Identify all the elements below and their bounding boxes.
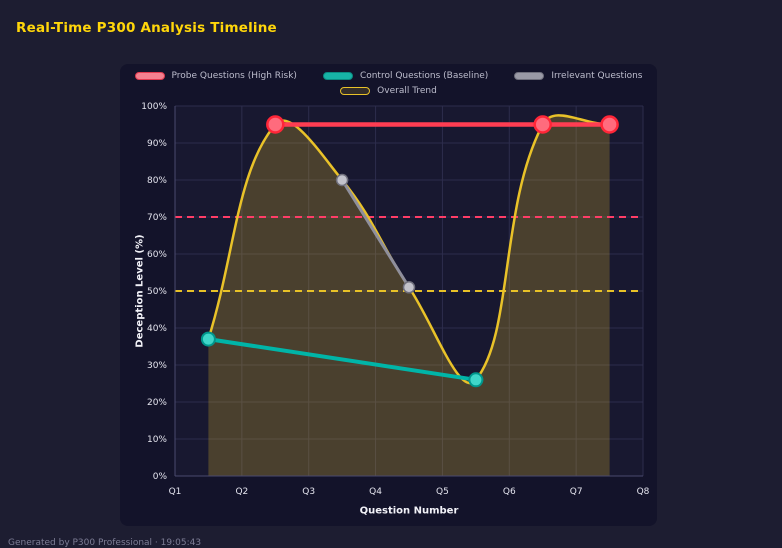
- legend-item-trend[interactable]: Overall Trend: [340, 86, 437, 96]
- y-tick-label: 80%: [147, 176, 167, 186]
- legend-label: Control Questions (Baseline): [359, 71, 489, 81]
- point-probe-1[interactable]: [533, 115, 552, 134]
- legend-label: Probe Questions (High Risk): [171, 71, 297, 81]
- y-tick-label: 50%: [147, 287, 167, 297]
- x-tick-label: Q6: [503, 487, 516, 497]
- legend-row: Probe Questions (High Risk) Control Quest…: [120, 71, 657, 81]
- x-tick-label: Q7: [570, 487, 583, 497]
- legend-item-control[interactable]: Control Questions (Baseline): [322, 71, 489, 81]
- footer-note: Generated by P300 Professional · 19:05:4…: [8, 538, 202, 548]
- legend-marker-irrelevant: [514, 72, 545, 80]
- x-axis-label: Question Number: [359, 505, 459, 517]
- y-tick-label: 70%: [147, 213, 167, 223]
- y-axis-label: Deception Level (%): [134, 234, 146, 348]
- legend-item-irrelevant[interactable]: Irrelevant Questions: [514, 71, 642, 81]
- series-line-irrelevant: [340, 178, 411, 289]
- y-tick-label: 100%: [141, 102, 167, 112]
- point-irrelevant-0[interactable]: [335, 173, 349, 187]
- y-tick-label: 40%: [147, 324, 167, 334]
- legend-marker-probe: [134, 72, 165, 80]
- y-tick-label: 20%: [147, 398, 167, 408]
- legend-marker-trend: [340, 87, 371, 95]
- legend-label: Irrelevant Questions: [551, 71, 643, 81]
- point-probe-2[interactable]: [600, 115, 619, 134]
- y-tick-label: 90%: [147, 139, 167, 149]
- chart-panel: 0% 10% 20% 30% 40% 50% 60% 70% 80% 90% 100% Q1 Q2 Q3 Q…: [120, 64, 657, 526]
- point-probe-0[interactable]: [266, 115, 285, 134]
- series-line-control: [206, 337, 478, 382]
- point-control-0[interactable]: [200, 331, 216, 347]
- y-tick-label: 10%: [147, 435, 167, 445]
- x-tick-label: Q2: [235, 487, 248, 497]
- legend-row: Overall Trend: [120, 86, 657, 96]
- legend-label: Overall Trend: [377, 86, 437, 96]
- legend-marker-control: [322, 72, 353, 80]
- legend-item-probe[interactable]: Probe Questions (High Risk): [134, 71, 297, 81]
- trend-area: [208, 115, 610, 476]
- x-tick-label: Q8: [637, 487, 650, 497]
- timeline-chart: 0% 10% 20% 30% 40% 50% 60% 70% 80% 90% 100% Q1 Q2 Q3 Q…: [141, 102, 650, 497]
- x-tick-label: Q5: [436, 487, 449, 497]
- point-irrelevant-1[interactable]: [402, 281, 416, 294]
- x-tick-label: Q3: [302, 487, 315, 497]
- page-title: Real-Time P300 Analysis Timeline: [16, 20, 277, 36]
- x-tick-label: Q4: [369, 487, 382, 497]
- y-tick-label: 30%: [147, 361, 167, 371]
- x-tick-label: Q1: [169, 487, 182, 497]
- y-tick-label: 0%: [153, 472, 168, 482]
- point-control-1[interactable]: [468, 372, 484, 388]
- y-tick-label: 60%: [147, 250, 167, 260]
- chart-legend: Probe Questions (High Risk) Control Quest…: [120, 71, 657, 101]
